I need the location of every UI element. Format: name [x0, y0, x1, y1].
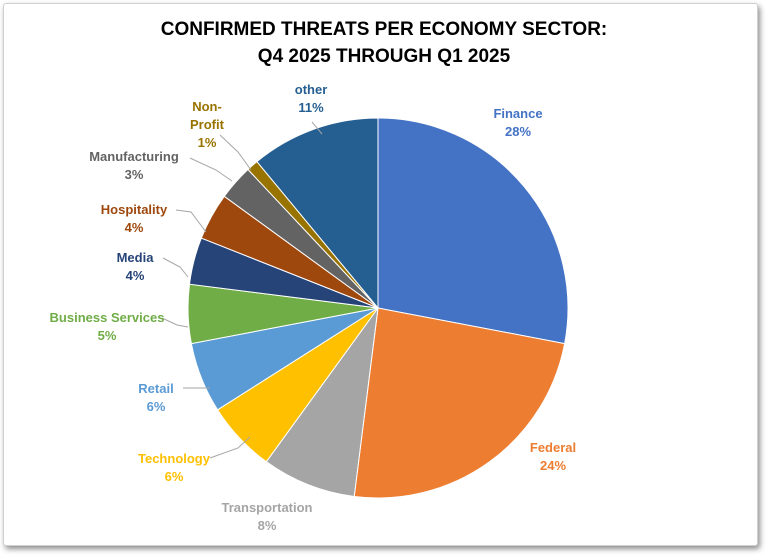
- pie-slice-federal: [353, 307, 566, 499]
- pie-slice-transportation: [265, 307, 379, 498]
- data-label: Media 4%: [117, 250, 155, 283]
- data-label: Finance 28%: [493, 106, 542, 139]
- pie-slices: [187, 117, 569, 499]
- leader-line: [219, 134, 252, 171]
- leader-line: [311, 121, 323, 135]
- leader-line: [175, 209, 207, 233]
- leader-line: [189, 157, 233, 182]
- data-label: Manufacturing 3%: [89, 149, 179, 182]
- slice-labels: Finance 28% Federal 24% Transportation 8% Tech…: [50, 82, 577, 533]
- chart-title-line-2: Q4 2025 THROUGH Q1 2025: [257, 46, 511, 67]
- chart-title-line-1: CONFIRMED THREATS PER ECONOMY SECTOR:: [160, 19, 608, 40]
- data-label: Non-Profit 1%: [190, 99, 225, 150]
- data-label: other 11%: [295, 82, 328, 115]
- data-label: Business Services 5%: [50, 310, 165, 343]
- leader-lines: [161, 121, 323, 459]
- pie-slice-other: [256, 117, 379, 310]
- data-label: Transportation 8%: [221, 500, 312, 533]
- pie-slice-finance: [377, 117, 569, 345]
- leader-line: [209, 436, 251, 459]
- data-label: Hospitality 4%: [101, 202, 168, 235]
- leader-line: [162, 257, 189, 278]
- data-label: Federal 24%: [530, 440, 576, 473]
- data-label: Retail 6%: [138, 381, 173, 414]
- data-label: Technology 6%: [138, 451, 211, 484]
- leader-line: [161, 317, 189, 328]
